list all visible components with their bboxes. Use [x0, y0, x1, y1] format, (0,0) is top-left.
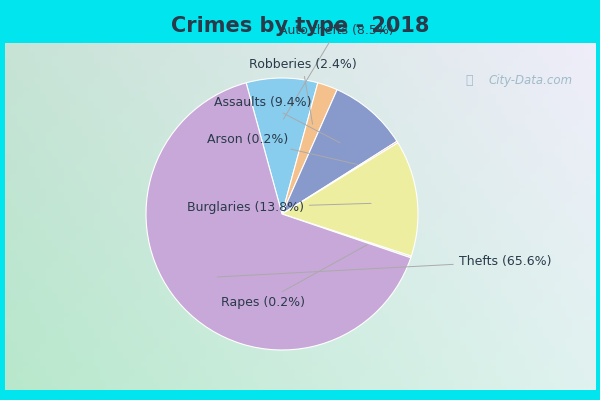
Text: Rapes (0.2%): Rapes (0.2%): [221, 245, 367, 309]
Text: Crimes by type - 2018: Crimes by type - 2018: [171, 16, 429, 36]
Wedge shape: [146, 83, 411, 350]
Wedge shape: [282, 143, 418, 256]
Text: Arson (0.2%): Arson (0.2%): [207, 133, 358, 164]
Wedge shape: [282, 214, 412, 258]
Wedge shape: [282, 90, 397, 214]
Text: ⓘ: ⓘ: [466, 74, 473, 88]
Text: Thefts (65.6%): Thefts (65.6%): [217, 255, 551, 277]
Text: Auto thefts (8.5%): Auto thefts (8.5%): [279, 24, 394, 119]
Text: Assaults (9.4%): Assaults (9.4%): [214, 96, 340, 143]
Text: City-Data.com: City-Data.com: [489, 74, 573, 88]
Text: Robberies (2.4%): Robberies (2.4%): [248, 58, 356, 124]
Wedge shape: [282, 141, 398, 214]
Wedge shape: [282, 83, 337, 214]
Wedge shape: [246, 78, 318, 214]
Text: Burglaries (13.8%): Burglaries (13.8%): [187, 201, 371, 214]
